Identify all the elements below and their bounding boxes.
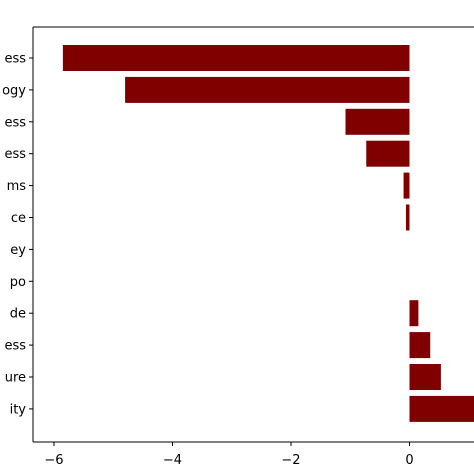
x-tick-label: −6	[44, 453, 63, 468]
y-tick-label: ey	[10, 243, 26, 258]
y-tick-label: ess	[4, 339, 26, 354]
y-tick-label: ity	[10, 402, 27, 417]
bar-4	[366, 140, 410, 167]
x-axis-ticks: −6 −4 −2 0	[44, 442, 414, 468]
y-tick-label: ce	[11, 211, 26, 226]
y-tick-label: de	[10, 307, 26, 322]
x-tick-label: 0	[405, 453, 413, 468]
bar-6	[405, 204, 410, 231]
bars-group	[62, 45, 474, 422]
bar-9	[409, 300, 419, 327]
bar-2	[125, 76, 410, 103]
y-tick-label: ogy	[2, 83, 26, 98]
bar-11	[409, 364, 441, 390]
bar-5	[403, 172, 410, 199]
y-axis-ticks: ess ogy ess ess ms ce ey po de ess ure ity	[2, 52, 33, 417]
x-tick-label: −2	[281, 453, 300, 468]
y-tick-label: ess	[4, 147, 26, 162]
y-tick-label: ess	[4, 115, 26, 130]
y-tick-label: ess	[4, 52, 26, 67]
bar-3	[345, 108, 410, 135]
bar-1	[62, 45, 410, 71]
y-tick-label: po	[10, 275, 26, 290]
y-tick-label: ure	[5, 371, 26, 386]
plot-frame	[32, 26, 474, 443]
x-tick-label: −4	[163, 453, 182, 468]
y-tick-label: ms	[7, 179, 27, 194]
bar-12	[409, 395, 474, 422]
bar-10	[409, 332, 431, 359]
